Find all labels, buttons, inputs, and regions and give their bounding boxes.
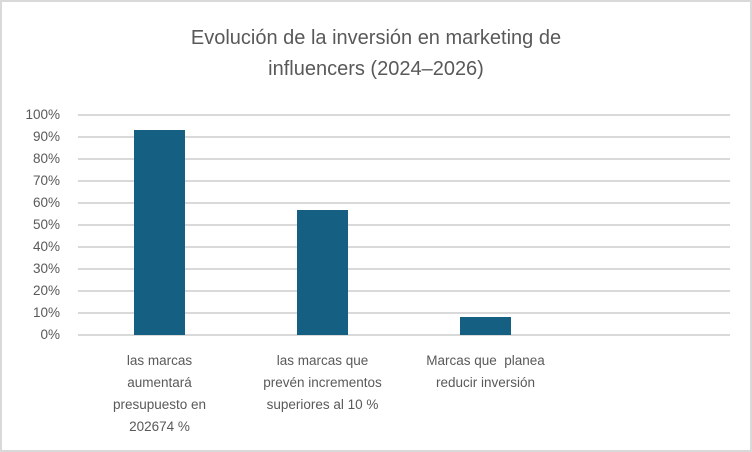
y-axis: 0% 10% 20% 30% 40% 50% 60% 70% 80% 90% 100% (2, 107, 60, 342)
y-tick-label: 40% (32, 239, 60, 254)
bar-category-3 (460, 317, 511, 335)
y-tick-label: 0% (40, 327, 60, 342)
y-tick-label: 100% (25, 107, 60, 122)
y-tick-label: 60% (32, 195, 60, 210)
y-tick-label: 50% (32, 217, 60, 232)
x-axis: las marcas aumentará presupuesto en 2026… (78, 350, 730, 450)
y-tick-label: 80% (32, 151, 60, 166)
chart-title: Evolución de la inversión en marketing d… (190, 27, 562, 80)
x-category-label: las marcas que prevén incrementos superi… (263, 353, 382, 412)
gridline (78, 114, 730, 116)
gridline (78, 290, 730, 292)
gridline (78, 158, 730, 160)
x-category-label: Marcas que planea reducir inversión (426, 353, 545, 390)
gridline (78, 246, 730, 248)
gridline (78, 136, 730, 138)
bar-category-2 (297, 209, 348, 335)
y-tick-label: 20% (32, 283, 60, 298)
x-category-label: las marcas aumentará presupuesto en 2026… (112, 353, 207, 434)
plot-area (78, 114, 730, 336)
y-tick-label: 70% (32, 173, 60, 188)
gridline (78, 312, 730, 314)
gridline (78, 180, 730, 182)
gridline (78, 202, 730, 204)
y-tick-label: 10% (32, 305, 60, 320)
y-tick-label: 30% (32, 261, 60, 276)
y-tick-label: 90% (32, 129, 60, 144)
gridline (78, 268, 730, 270)
gridline (78, 334, 730, 336)
gridline (78, 224, 730, 226)
bar-category-1 (134, 130, 185, 335)
